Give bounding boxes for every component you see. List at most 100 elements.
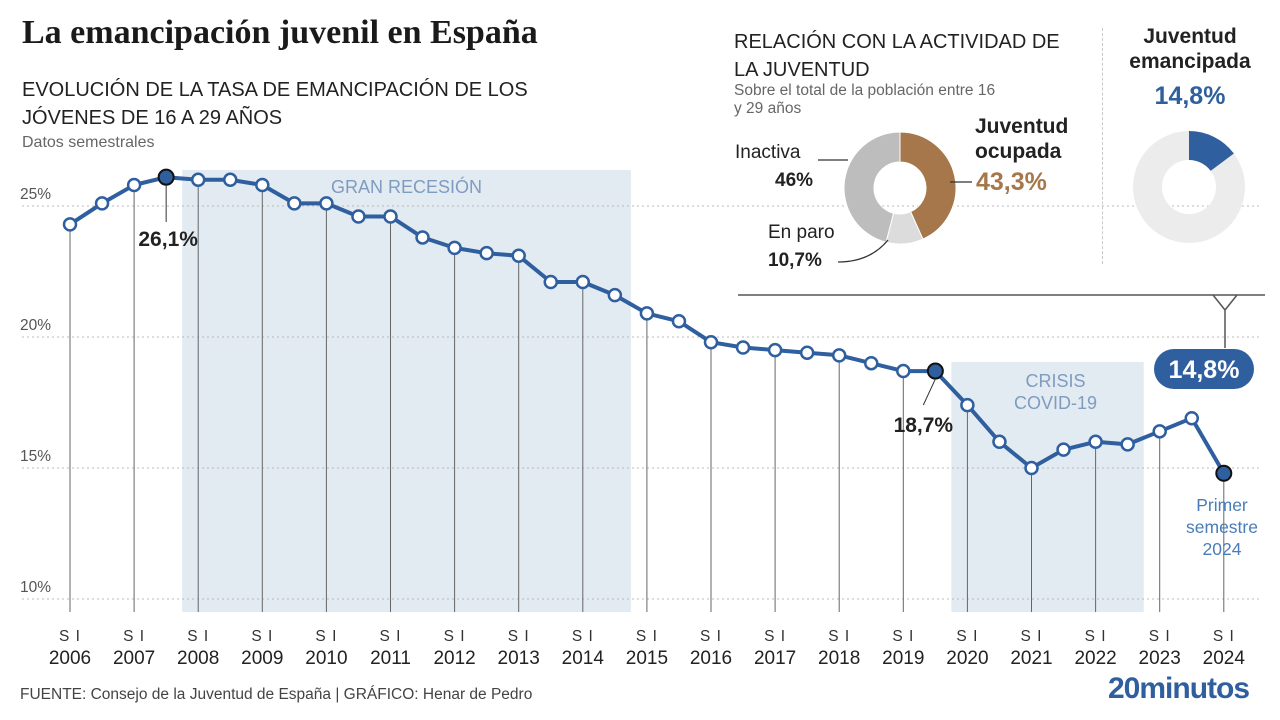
chart-subtitle: Datos semestrales bbox=[22, 134, 155, 151]
data-point bbox=[960, 397, 975, 413]
year-label: 2021 bbox=[1010, 648, 1052, 669]
data-point bbox=[190, 172, 206, 188]
year-label: 2012 bbox=[433, 648, 475, 669]
semester-label: S I bbox=[636, 628, 658, 645]
data-point bbox=[62, 217, 78, 232]
activity-donut bbox=[843, 131, 957, 245]
year-label: 2008 bbox=[177, 648, 219, 669]
data-point bbox=[223, 172, 238, 188]
shaded-period bbox=[182, 170, 631, 612]
semester-label: S I bbox=[508, 628, 530, 645]
data-point bbox=[831, 348, 847, 363]
y-tick-label: 25% bbox=[20, 186, 51, 203]
data-point bbox=[94, 196, 110, 211]
inactiva-label: Inactiva bbox=[735, 142, 801, 163]
data-point bbox=[319, 196, 334, 211]
y-tick-label: 15% bbox=[20, 448, 51, 465]
chart-grid: 25% 20% 15% 10% bbox=[20, 186, 1262, 600]
period-label: COVID-19 bbox=[1014, 393, 1097, 413]
activity-title: RELACIÓN CON LA ACTIVIDAD DE LA JUVENTUD bbox=[734, 31, 1060, 81]
annotation-note: semestre bbox=[1186, 517, 1258, 537]
year-label: 2017 bbox=[754, 648, 796, 669]
shaded-period bbox=[951, 362, 1144, 612]
slice-ocupada bbox=[899, 131, 957, 240]
annotation-value: 14,8% bbox=[1169, 356, 1240, 384]
period-label: CRISIS bbox=[1026, 371, 1086, 391]
data-point bbox=[287, 196, 302, 211]
data-points bbox=[62, 168, 1233, 482]
year-label: 2023 bbox=[1139, 648, 1181, 669]
annotation-note: 2024 bbox=[1203, 539, 1242, 559]
annotation-pill bbox=[1154, 349, 1254, 389]
annotation-value: 18,7% bbox=[894, 414, 954, 437]
semester-label: S I bbox=[1149, 628, 1171, 645]
ocupada-value: 43,3% bbox=[976, 168, 1047, 196]
slice-emancipada bbox=[1189, 131, 1234, 171]
data-point bbox=[896, 363, 911, 379]
slice-inactiva bbox=[843, 131, 901, 243]
emancipada-donut-slices bbox=[1133, 131, 1245, 243]
semester-label: S I bbox=[892, 628, 914, 645]
semester-label: S I bbox=[380, 628, 402, 645]
data-point bbox=[383, 209, 398, 224]
highlight-point bbox=[926, 362, 944, 380]
y-tick-label: 20% bbox=[20, 317, 51, 334]
data-point bbox=[575, 274, 591, 290]
data-point bbox=[543, 274, 558, 290]
ocupada-label: Juventud ocupada bbox=[975, 115, 1069, 163]
emancipada-donut bbox=[1133, 131, 1245, 243]
semester-label: S I bbox=[59, 628, 81, 645]
emancipada-value: 14,8% bbox=[1154, 82, 1226, 110]
semester-label: S I bbox=[1021, 628, 1043, 645]
semester-label: S I bbox=[187, 628, 209, 645]
year-label: 2011 bbox=[370, 648, 411, 669]
semester-label: S I bbox=[956, 628, 978, 645]
data-point bbox=[1024, 460, 1039, 476]
data-point bbox=[799, 345, 815, 360]
semester-label: S I bbox=[123, 628, 145, 645]
data-point bbox=[639, 306, 655, 321]
data-point bbox=[447, 240, 462, 256]
data-point bbox=[864, 355, 879, 371]
year-label: 2013 bbox=[498, 648, 540, 669]
section-divider bbox=[1102, 28, 1103, 264]
activity-subtitle: Sobre el total de la población entre 16 … bbox=[734, 82, 996, 117]
year-label: 2006 bbox=[49, 648, 91, 669]
data-point bbox=[671, 314, 687, 329]
activity-donut-slices bbox=[843, 131, 957, 245]
year-label: 2009 bbox=[241, 648, 283, 669]
semester-label: S I bbox=[828, 628, 850, 645]
paro-value: 10,7% bbox=[768, 250, 822, 271]
annotation-value: 26,1% bbox=[138, 228, 198, 251]
slice-rest bbox=[1133, 131, 1245, 243]
data-point bbox=[1120, 437, 1135, 452]
drop-lines bbox=[69, 185, 1225, 612]
highlight-point bbox=[157, 168, 175, 186]
year-label: 2018 bbox=[818, 648, 860, 669]
data-point bbox=[511, 248, 526, 264]
semester-label: S I bbox=[1085, 628, 1107, 645]
semester-label: S I bbox=[764, 628, 786, 645]
data-point bbox=[415, 230, 430, 245]
data-point bbox=[1088, 434, 1103, 450]
year-label: 2019 bbox=[882, 648, 924, 669]
data-point bbox=[1056, 442, 1071, 457]
annotation-note: Primer bbox=[1196, 495, 1248, 515]
data-point bbox=[255, 177, 270, 193]
page-title: La emancipación juvenil en España bbox=[22, 14, 538, 51]
data-point bbox=[992, 434, 1007, 450]
year-label: 2015 bbox=[626, 648, 668, 669]
data-point bbox=[703, 334, 719, 350]
year-label: 2022 bbox=[1074, 648, 1116, 669]
semester-label: S I bbox=[444, 628, 466, 645]
year-label: 2010 bbox=[305, 648, 347, 669]
data-point bbox=[479, 245, 494, 261]
annotation-leader bbox=[922, 378, 936, 406]
period-label: GRAN RECESIÓN bbox=[331, 176, 482, 197]
data-point bbox=[351, 209, 366, 224]
semester-label: S I bbox=[251, 628, 273, 645]
semester-label: S I bbox=[1213, 628, 1235, 645]
year-label: 2020 bbox=[946, 648, 988, 669]
